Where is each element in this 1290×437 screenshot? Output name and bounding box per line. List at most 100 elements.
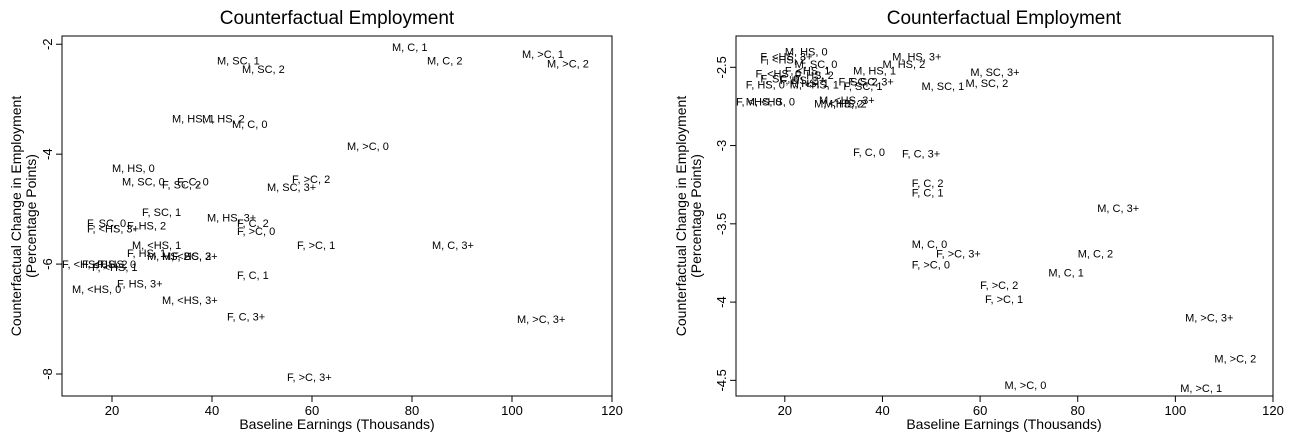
y-tick-label: -8 xyxy=(40,368,55,380)
point-label: F, HS, 2 xyxy=(127,221,166,233)
point-label: F, SC, 2 xyxy=(839,76,878,88)
point-label: F, >C, 2 xyxy=(292,174,330,186)
point-label: M, <HS, 0 xyxy=(72,284,121,296)
chart-left-x-axis: 20 40 60 80 100 120 xyxy=(105,396,623,418)
x-tick-label: 100 xyxy=(501,403,523,418)
point-label: M, HS, 2 xyxy=(202,113,245,125)
point-label: F, HS, 3+ xyxy=(780,75,826,87)
point-label: M, SC, 1 xyxy=(922,81,965,93)
y-tick-label: -6 xyxy=(40,258,55,270)
chart-right-y-axis-label-line1: Counterfactual Change in Employment xyxy=(673,96,689,337)
point-label: M, <HS, 1 xyxy=(790,80,839,92)
y-tick-label: -3.5 xyxy=(714,213,729,235)
point-label: M, HS, 3+ xyxy=(892,51,941,63)
point-label: M, HS, 2 xyxy=(147,251,190,263)
point-label: M, >C, 3+ xyxy=(517,314,565,326)
chart-left-title: Counterfactual Employment xyxy=(220,8,455,29)
point-label: M, SC, 3+ xyxy=(267,182,316,194)
point-label: M, <HS, 2 xyxy=(162,251,211,263)
point-label: F, >C, 2 xyxy=(980,280,1018,292)
chart-left-plot-frame xyxy=(61,35,613,397)
chart-left-points: M, C, 1 M, >C, 1 M, SC, 1 M, C, 2 M, >C, 2 M,… xyxy=(62,42,589,384)
y-tick-label: -4.5 xyxy=(714,369,729,391)
chart-right-plot-frame xyxy=(735,35,1274,397)
y-tick-label: -2 xyxy=(40,38,55,50)
point-label: F, >C, 0 xyxy=(912,260,950,272)
y-tick-label: -3 xyxy=(714,140,729,152)
point-label: M, HS, 0 xyxy=(112,163,155,175)
point-label: M, >C, 1 xyxy=(522,49,564,61)
point-label: M, C, 2 xyxy=(1078,249,1113,261)
x-tick-label: 20 xyxy=(105,403,119,418)
point-label: F, C, 3+ xyxy=(902,148,940,160)
point-label: M, HS, 0 xyxy=(785,47,828,59)
point-label: F, <HS, 0 xyxy=(756,69,802,81)
point-label: F, C, 2 xyxy=(912,178,944,190)
chart-left-y-axis-label-line1: Counterfactual Change in Employment xyxy=(8,96,24,337)
y-tick-label: -4 xyxy=(40,148,55,160)
point-label: F, SC, 1 xyxy=(142,207,181,219)
point-label: F, HS, 1 xyxy=(127,248,166,260)
chart-right: Counterfactual Employment 20 40 60 80 100 120… xyxy=(673,8,1284,432)
point-label: M, <HS, 3+ xyxy=(819,95,875,107)
point-label: M, >C, 2 xyxy=(1214,353,1256,365)
point-label: M, HS, 3+ xyxy=(207,212,256,224)
x-tick-label: 60 xyxy=(305,403,319,418)
y-tick-label: -4 xyxy=(714,296,729,308)
point-label: M, <HS, 1 xyxy=(132,240,181,252)
point-label: F, HS, 2 xyxy=(795,70,834,82)
point-label: M, C, 1 xyxy=(1048,267,1083,279)
point-label: M, >C, 0 xyxy=(1005,380,1047,392)
point-label: F, SC, 3+ xyxy=(172,251,218,263)
point-label: M, C, 2 xyxy=(427,56,462,68)
point-label: F, <HS, 0 xyxy=(736,97,782,109)
point-label: F, HS, 1 xyxy=(790,78,829,90)
chart-right-y-axis: -2.5 -3 -3.5 -4 -4.5 xyxy=(714,56,736,392)
point-label: F, SC, 3+ xyxy=(848,76,894,88)
chart-left-y-axis: -2 -4 -6 -8 xyxy=(40,38,62,380)
chart-right-title: Counterfactual Employment xyxy=(887,8,1122,29)
chart-right-points: M, HS, 0F, <HS, 3+ M, HS, 3+F, <HS, 2M, S… xyxy=(736,47,1256,396)
point-label: M, <HS, 3+ xyxy=(162,295,218,307)
point-label: M, >C, 1 xyxy=(1180,383,1222,395)
x-tick-label: 120 xyxy=(601,403,623,418)
point-label: M, >C, 0 xyxy=(347,141,389,153)
point-label: F, <HS, 0 xyxy=(62,259,108,271)
point-label: M, <HS, 2 xyxy=(814,98,863,110)
point-label: F, >C, 3+ xyxy=(287,372,332,384)
point-label: F, SC, 0 xyxy=(760,73,799,85)
point-label: M, SC, 1 xyxy=(217,56,260,68)
point-label: F, >C, 0 xyxy=(237,226,275,238)
point-label: F, <HS, 2 xyxy=(82,259,128,271)
point-label: M, HS, 1 xyxy=(172,113,215,125)
point-label: M, C, 1 xyxy=(392,42,427,54)
point-label: F, <HS, 1 xyxy=(92,262,138,274)
x-tick-label: 40 xyxy=(205,403,219,418)
point-label: F, C, 0 xyxy=(177,177,209,189)
point-label: F, SC, 2 xyxy=(162,179,201,191)
point-label: F, <HS, 3+ xyxy=(760,51,812,63)
point-label: M, SC, 2 xyxy=(242,64,285,76)
point-label: M, HS, 1 xyxy=(853,65,896,77)
point-label: F, C, 3+ xyxy=(227,311,265,323)
point-label: M, C, 0 xyxy=(232,119,267,131)
chart-right-y-axis-label-line2: (Percentage Points) xyxy=(688,154,704,278)
point-label: M, C, 0 xyxy=(912,239,947,251)
point-label: M, SC, 3+ xyxy=(970,67,1019,79)
x-tick-label: 20 xyxy=(778,403,792,418)
point-label: M, C, 3+ xyxy=(1097,203,1139,215)
point-label: F, C, 0 xyxy=(853,147,885,159)
x-tick-label: 40 xyxy=(875,403,889,418)
point-label: F, C, 1 xyxy=(237,270,269,282)
point-label: M, SC, 0 xyxy=(795,59,838,71)
chart-left-y-axis-label-line2: (Percentage Points) xyxy=(23,154,39,278)
x-tick-label: 80 xyxy=(405,403,419,418)
point-label: M, HS, 2 xyxy=(882,59,925,71)
point-label: F, >C, 1 xyxy=(297,240,335,252)
point-label: F, <HS, 1 xyxy=(785,65,831,77)
point-label: F, <HS, 2 xyxy=(760,54,806,66)
x-tick-label: 100 xyxy=(1165,403,1187,418)
point-label: F, <HS, 3+ xyxy=(87,223,139,235)
point-label: F, C, 2 xyxy=(237,218,269,230)
